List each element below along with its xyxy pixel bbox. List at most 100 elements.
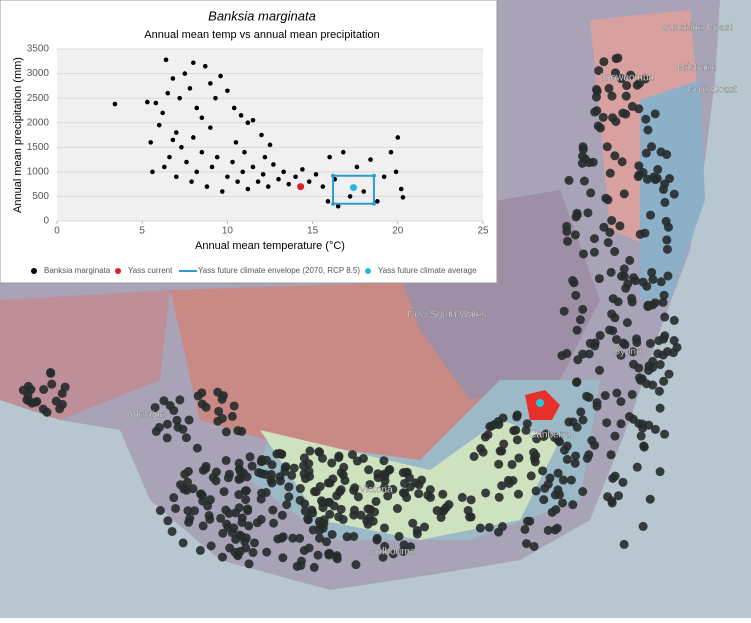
occurrence-dot — [412, 525, 422, 535]
occurrence-dot — [669, 336, 679, 346]
point — [191, 135, 196, 140]
occurrence-dot — [557, 351, 567, 361]
plot-area — [57, 49, 483, 221]
occurrence-dot — [47, 379, 57, 389]
occurrence-dot — [282, 500, 292, 510]
occurrence-dot — [475, 523, 485, 533]
occurrence-dot — [593, 121, 603, 131]
occurrence-dot — [550, 490, 560, 500]
point — [213, 95, 218, 101]
occurrence-dot — [171, 503, 181, 513]
occurrence-dot — [329, 501, 339, 511]
point — [276, 176, 281, 182]
occurrence-dot — [249, 538, 259, 548]
occurrence-dot — [613, 297, 623, 307]
occurrence-dot — [634, 161, 644, 171]
point — [368, 157, 373, 162]
point — [260, 172, 266, 177]
occurrence-dot — [503, 475, 513, 485]
occurrence-dot — [559, 306, 569, 316]
occurrence-dot — [611, 54, 621, 64]
occurrence-dot — [213, 387, 223, 397]
occurrence-dot — [654, 336, 664, 346]
occurrence-dot — [466, 512, 476, 522]
occurrence-dot — [275, 472, 285, 482]
occurrence-dot — [334, 453, 344, 463]
point — [163, 57, 169, 63]
occurrence-dot — [305, 446, 315, 456]
point — [238, 113, 244, 118]
occurrence-dot — [654, 386, 664, 396]
occurrence-dot — [603, 195, 613, 205]
map-label: Sunshine Coast — [662, 23, 733, 34]
occurrence-dot — [583, 208, 593, 218]
occurrence-dot — [303, 514, 313, 524]
occurrence-dot — [522, 516, 532, 526]
point — [281, 169, 286, 175]
occurrence-dot — [408, 518, 418, 528]
y-tick-label: 2000 — [27, 117, 50, 128]
occurrence-dot — [257, 455, 267, 465]
occurrence-dot — [379, 456, 389, 466]
occurrence-dot — [287, 470, 297, 480]
occurrence-dot — [307, 505, 317, 515]
y-tick-label: 3000 — [27, 68, 50, 79]
occurrence-dot — [241, 533, 251, 543]
map-label: Victoria — [359, 485, 393, 496]
occurrence-dot — [656, 147, 666, 157]
occurrence-dot — [639, 441, 649, 451]
point — [165, 90, 171, 96]
occurrence-dot — [578, 142, 588, 152]
occurrence-dot — [176, 480, 186, 490]
occurrence-dot — [234, 464, 244, 474]
occurrence-dot — [332, 551, 342, 561]
occurrence-dot — [336, 504, 346, 514]
occurrence-dot — [328, 474, 338, 484]
occurrence-dot — [288, 533, 298, 543]
point — [233, 140, 239, 145]
occurrence-dot — [594, 66, 604, 76]
occurrence-dot — [280, 463, 290, 473]
point — [400, 195, 406, 200]
occurrence-dot — [658, 297, 668, 307]
occurrence-dot — [55, 404, 65, 414]
occurrence-dot — [295, 533, 305, 543]
occurrence-dot — [584, 392, 594, 402]
occurrence-dot — [244, 559, 254, 569]
occurrence-dot — [582, 453, 592, 463]
occurrence-dot — [545, 473, 555, 483]
occurrence-dot — [578, 415, 588, 425]
occurrence-dot — [378, 552, 388, 562]
point — [170, 76, 176, 81]
occurrence-dot — [221, 505, 231, 515]
occurrence-dot — [641, 114, 651, 124]
occurrence-dot — [494, 492, 504, 502]
occurrence-dot — [529, 541, 539, 551]
occurrence-dot — [438, 489, 448, 499]
occurrence-dot — [638, 423, 648, 433]
occurrence-dot — [241, 486, 251, 496]
occurrence-dot — [602, 142, 612, 152]
occurrence-dot — [218, 528, 228, 538]
occurrence-dot — [364, 465, 374, 475]
occurrence-dot — [183, 477, 193, 487]
occurrence-dot — [614, 491, 624, 501]
occurrence-dot — [660, 197, 670, 207]
occurrence-dot — [24, 396, 34, 406]
occurrence-dot — [616, 397, 626, 407]
occurrence-dot — [539, 495, 549, 505]
occurrence-dot — [243, 506, 253, 516]
point — [354, 164, 360, 170]
point — [388, 149, 394, 155]
occurrence-dot — [590, 440, 600, 450]
chart-title: Banksia marginata — [208, 8, 316, 23]
occurrence-dot — [299, 545, 309, 555]
occurrence-dot — [278, 553, 288, 563]
occurrence-dot — [662, 244, 672, 254]
occurrence-dot — [383, 491, 393, 501]
occurrence-dot — [647, 142, 657, 152]
point — [327, 154, 332, 160]
point — [230, 159, 235, 165]
occurrence-dot — [522, 539, 532, 549]
occurrence-dot — [234, 490, 244, 500]
